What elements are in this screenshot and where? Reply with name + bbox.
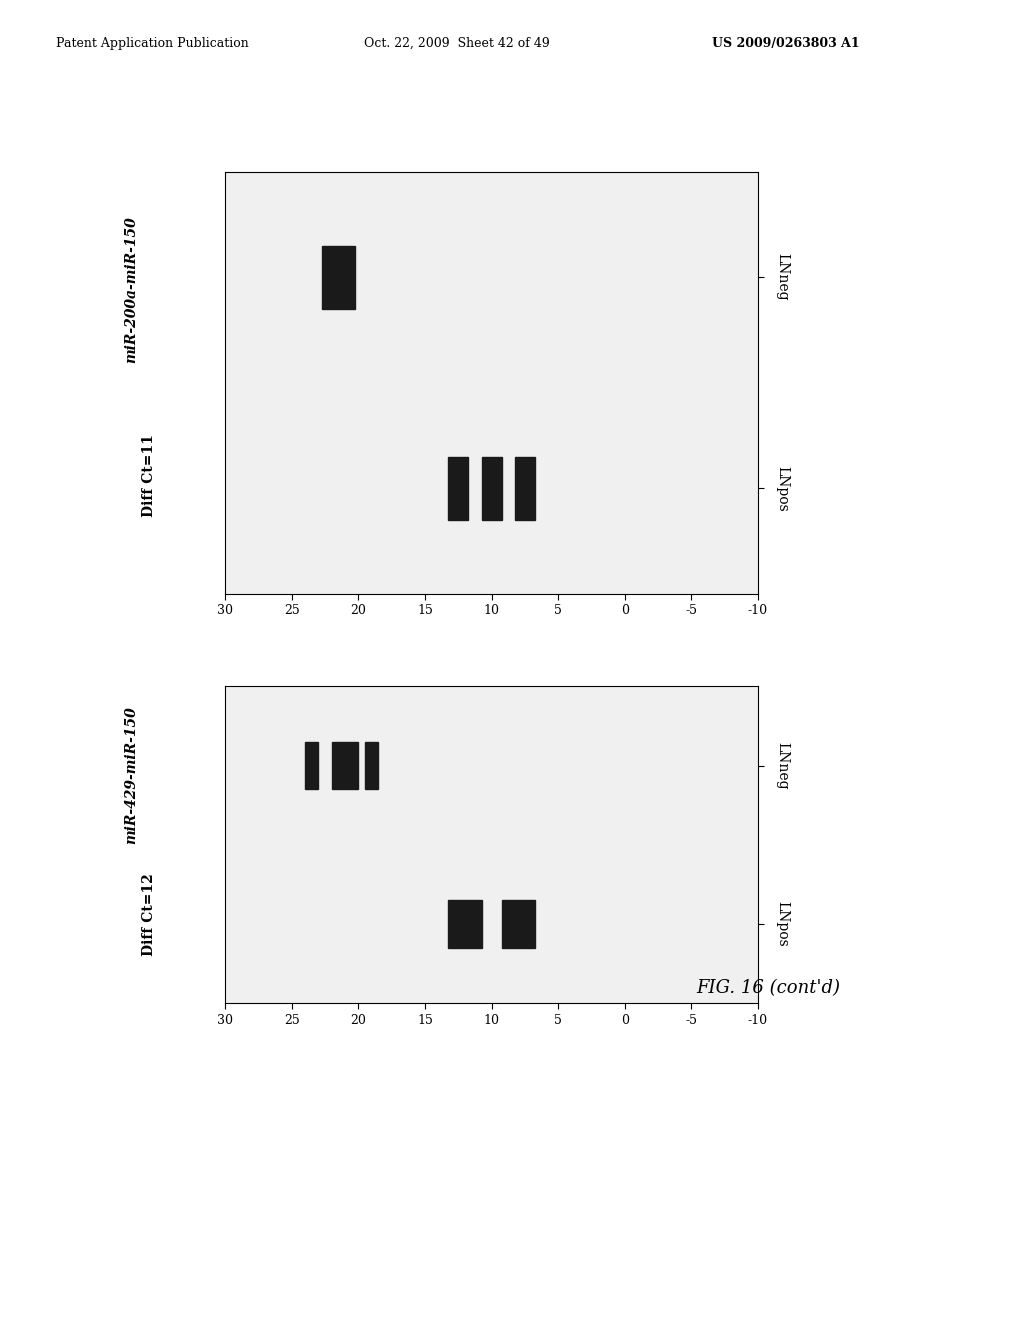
Text: Diff Ct=12: Diff Ct=12 [142,873,156,956]
Text: Diff Ct=11: Diff Ct=11 [142,434,156,517]
Text: LNneg: LNneg [776,253,790,301]
Bar [449,457,468,520]
Bar [449,900,481,948]
Bar [481,457,502,520]
Bar [502,900,535,948]
Text: Patent Application Publication: Patent Application Publication [56,37,249,50]
Bar [332,742,358,789]
Bar [305,742,318,789]
Text: LNneg: LNneg [776,742,790,789]
Bar [365,742,378,789]
Text: US 2009/0263803 A1: US 2009/0263803 A1 [712,37,859,50]
Text: miR-200a-miR-150: miR-200a-miR-150 [124,216,138,363]
Text: Oct. 22, 2009  Sheet 42 of 49: Oct. 22, 2009 Sheet 42 of 49 [364,37,549,50]
Text: LNpos: LNpos [776,902,790,946]
Text: miR-429-miR-150: miR-429-miR-150 [124,706,138,843]
Text: LNpos: LNpos [776,466,790,511]
Bar [322,246,355,309]
Text: FIG. 16 (cont'd): FIG. 16 (cont'd) [696,978,841,997]
Bar [515,457,535,520]
